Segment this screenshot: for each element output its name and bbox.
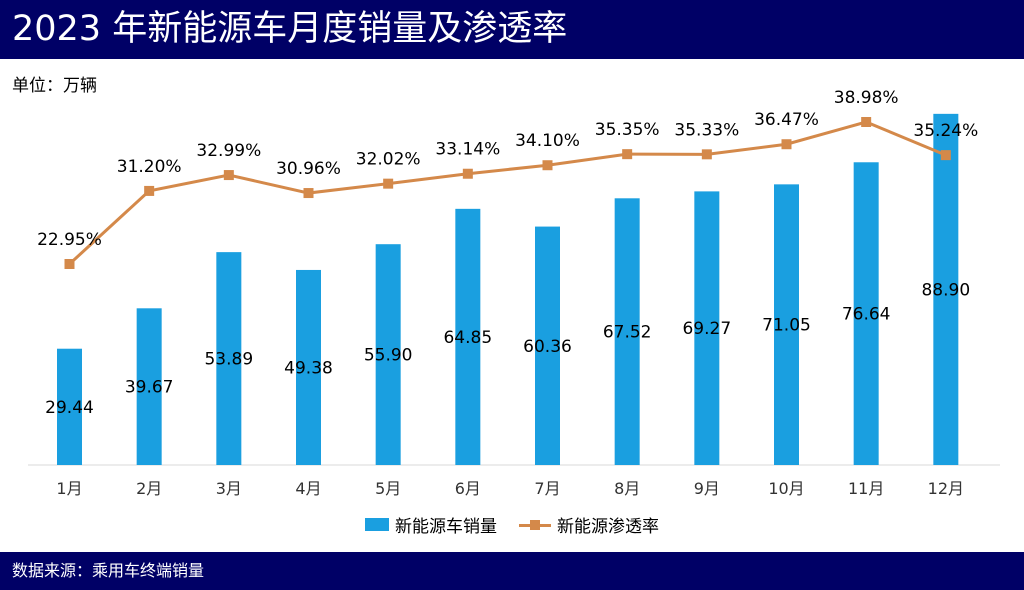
x-tick-label: 2月	[136, 479, 162, 498]
line-data-label: 35.35%	[595, 120, 660, 140]
bar-sales	[774, 184, 799, 465]
line-data-label: 34.10%	[515, 131, 580, 151]
line-data-label: 35.24%	[913, 121, 978, 141]
x-tick-label: 8月	[614, 479, 640, 498]
x-tick-label: 7月	[534, 479, 560, 498]
x-tick-label: 12月	[928, 479, 964, 498]
bar-data-label: 69.27	[682, 319, 731, 339]
data-source: 数据来源：乘用车终端销量	[12, 561, 205, 580]
penetration-marker	[144, 185, 155, 196]
bar-sales	[136, 308, 162, 465]
x-tick-label: 11月	[848, 479, 884, 498]
bar-data-label: 76.64	[842, 305, 891, 325]
line-data-label: 31.20%	[117, 157, 182, 177]
x-tick-label: 9月	[694, 479, 720, 498]
penetration-marker	[861, 117, 872, 127]
bar-data-label: 88.90	[921, 280, 970, 300]
bar-data-label: 29.44	[45, 398, 94, 418]
bar-data-label: 55.90	[364, 346, 413, 366]
bar-sales	[614, 198, 640, 465]
penetration-marker	[223, 170, 234, 181]
penetration-marker	[701, 149, 712, 160]
penetration-marker	[622, 149, 633, 160]
bar-sales	[216, 252, 242, 465]
bar-sales	[535, 226, 560, 465]
bar-sales	[853, 162, 879, 465]
x-tick-label: 1月	[56, 479, 82, 498]
line-data-label: 30.96%	[276, 159, 341, 179]
bar-sales	[694, 191, 720, 466]
penetration-line	[68, 120, 947, 266]
line-data-label: 38.98%	[834, 88, 899, 108]
chart-legend: 新能源车销量 新能源渗透率	[0, 512, 1024, 537]
bar-data-label: 49.38	[284, 358, 333, 378]
penetration-marker	[64, 259, 75, 269]
bar-data-label: 60.36	[523, 337, 572, 357]
penetration-marker	[940, 150, 951, 161]
line-data-label: 32.02%	[356, 150, 421, 170]
bar-sales	[57, 348, 82, 465]
penetration-marker	[781, 139, 792, 150]
bar-sales	[296, 269, 321, 465]
legend-penetration-label: 新能源渗透率	[557, 517, 659, 537]
line-data-label: 22.95%	[37, 230, 102, 250]
line-data-label: 36.47%	[754, 110, 819, 130]
line-data-label: 35.33%	[674, 120, 739, 140]
bar-sales	[375, 244, 401, 465]
x-tick-label: 10月	[768, 479, 804, 498]
combo-chart: 29.44 1月 39.67 2月 53.89 3月 49.38 4月 55.90 5月 64.85…	[28, 88, 1000, 498]
penetration-marker	[303, 188, 314, 199]
bar-sales	[455, 208, 481, 465]
bar-data-label: 39.67	[125, 378, 174, 398]
legend-item-sales: 新能源车销量	[365, 512, 497, 537]
bar-data-label: 53.89	[204, 350, 253, 370]
legend-item-penetration: 新能源渗透率	[519, 512, 659, 537]
legend-line-swatch	[519, 518, 551, 532]
x-tick-label: 3月	[216, 479, 242, 498]
penetration-marker	[383, 178, 394, 189]
legend-sales-label: 新能源车销量	[395, 517, 497, 537]
unit-label: 单位：万辆	[12, 76, 97, 96]
line-data-label: 33.14%	[435, 140, 500, 160]
bar-data-label: 71.05	[762, 316, 811, 336]
x-tick-label: 4月	[295, 479, 321, 498]
bar-data-label: 67.52	[603, 323, 652, 343]
x-tick-label: 5月	[375, 479, 401, 498]
x-tick-label: 6月	[455, 479, 481, 498]
penetration-marker	[542, 160, 553, 171]
chart-title: 2023 年新能源车月度销量及渗透率	[12, 9, 568, 49]
chart-panel: 单位：万辆 29.44 1月 39.67 2月 53.89 3月 49.38 4月 55.90 5…	[0, 59, 1024, 552]
legend-bar-swatch	[365, 518, 389, 531]
penetration-marker	[462, 168, 473, 179]
bar-data-label: 64.85	[443, 328, 492, 348]
bar-sales	[933, 113, 959, 465]
line-data-label: 32.99%	[196, 141, 261, 161]
